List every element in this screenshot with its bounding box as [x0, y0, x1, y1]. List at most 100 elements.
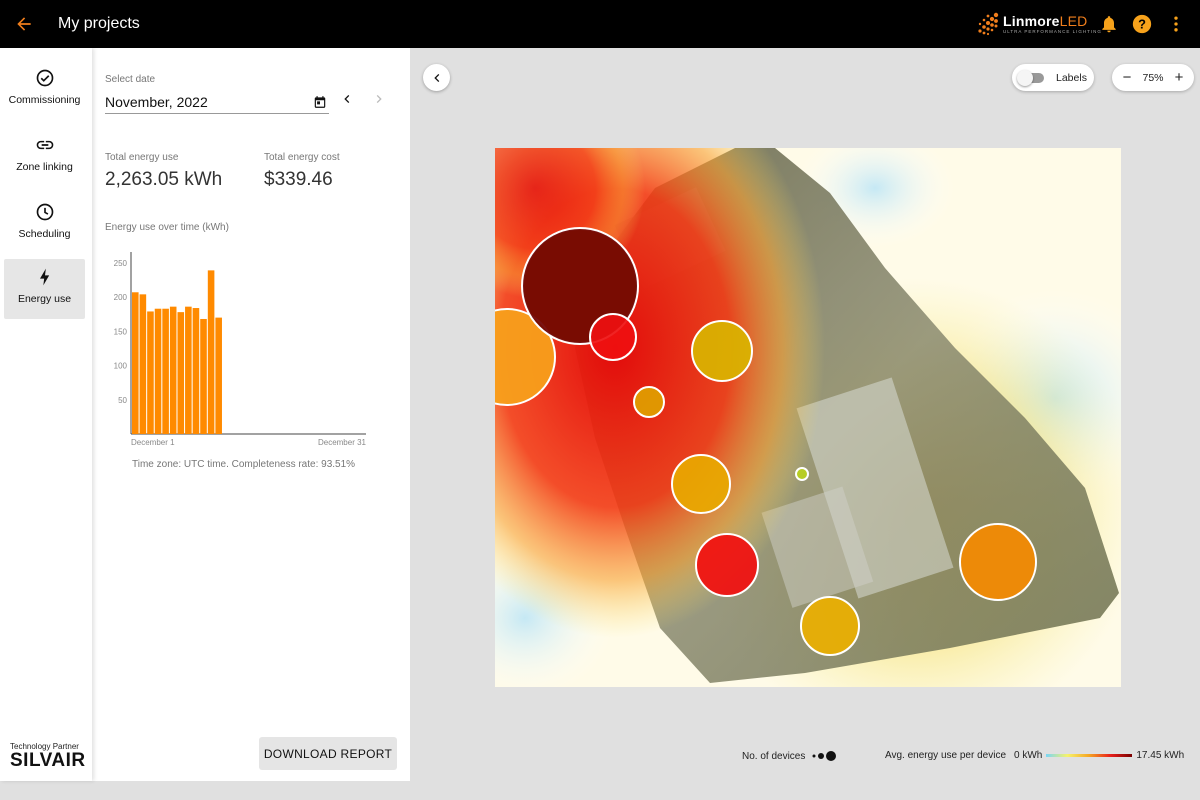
bar[interactable] [177, 312, 185, 434]
total-cost-label: Total energy cost [264, 152, 340, 163]
y-tick-label: 50 [118, 396, 127, 405]
energy-legend: Avg. energy use per device 0 kWh 17.45 k… [885, 750, 1184, 761]
bar[interactable] [154, 308, 162, 434]
chevron-left-icon [433, 73, 439, 82]
zoom-out-button[interactable]: − [1122, 69, 1132, 86]
date-value: November, 2022 [105, 93, 208, 110]
bar[interactable] [132, 292, 139, 434]
device-group-marker[interactable] [671, 454, 731, 514]
calendar-button[interactable] [311, 93, 329, 111]
nav-item-zone-linking[interactable]: Zone linking [4, 127, 85, 187]
nav-item-label: Scheduling [18, 228, 71, 240]
devices-legend: No. of devices [742, 750, 839, 762]
back-arrow-icon [17, 17, 31, 31]
total-energy-stat: Total energy use 2,263.05 kWh [105, 152, 222, 191]
total-energy-value: 2,263.05 kWh [105, 169, 223, 190]
chevron-left-icon [344, 95, 350, 103]
y-tick-label: 150 [114, 327, 128, 336]
energy-legend-min: 0 kWh [1014, 750, 1043, 761]
date-label: Select date [105, 74, 156, 85]
chevron-right-icon [376, 95, 382, 103]
device-group-marker[interactable] [800, 596, 860, 656]
bell-icon [1102, 16, 1116, 33]
y-tick-label: 250 [114, 259, 128, 268]
brand-name: Linmore [1003, 12, 1060, 29]
devices-legend-label: No. of devices [742, 750, 806, 762]
help-button[interactable]: ? [1130, 12, 1154, 36]
energy-heatmap[interactable] [495, 148, 1121, 687]
x-tick-label: December 31 [318, 438, 367, 447]
bar[interactable] [207, 270, 215, 434]
building-roof [761, 486, 874, 608]
nav-item-label: Commissioning [8, 94, 81, 106]
energy-legend-label: Avg. energy use per device [885, 750, 1007, 761]
date-field[interactable]: November, 2022 [105, 90, 329, 114]
zoom-level: 75% [1142, 71, 1164, 84]
total-energy-label: Total energy use [105, 152, 179, 163]
partner-logo: Technology Partner SILVAIR [10, 742, 86, 771]
bar[interactable] [147, 311, 154, 434]
more-menu-button[interactable] [1164, 12, 1188, 36]
device-group-marker[interactable] [959, 523, 1037, 601]
labels-text: Labels [1056, 71, 1087, 84]
device-group-marker[interactable] [633, 386, 665, 418]
device-group-marker[interactable] [691, 320, 753, 382]
energy-legend-max: 17.45 kWh [1136, 750, 1185, 761]
switch-knob [1017, 69, 1033, 86]
bolt-icon [39, 268, 49, 286]
partner-name: SILVAIR [10, 750, 86, 771]
notifications-button[interactable] [1097, 12, 1121, 36]
chart-title: Energy use over time (kWh) [105, 222, 229, 233]
labels-switch[interactable] [1017, 69, 1044, 86]
nav-item-commissioning[interactable]: Commissioning [4, 60, 85, 120]
device-group-marker[interactable] [695, 533, 759, 597]
devices-size-dots-icon [812, 751, 837, 761]
zoom-in-button[interactable]: + [1174, 69, 1184, 86]
clock-icon [36, 203, 53, 221]
brand-logo: LinmoreLED ULTRA PERFORMANCE LIGHTING [975, 10, 1102, 38]
bar[interactable] [139, 294, 147, 434]
total-cost-stat: Total energy cost $339.46 [264, 152, 340, 191]
partner-caption: Technology Partner [10, 742, 79, 751]
bar[interactable] [185, 306, 192, 434]
brand-name-accent: LED [1059, 12, 1088, 29]
device-group-marker[interactable] [495, 308, 556, 406]
energy-bar-chart: 250 200 150 100 50 December 1 December 31 [114, 252, 367, 447]
zoom-control: − 75% + [1112, 64, 1194, 91]
next-month-button[interactable] [368, 88, 390, 110]
device-group-marker[interactable] [795, 467, 809, 481]
left-nav: Commissioning Zone linking Scheduling En… [0, 48, 92, 781]
building-roof [796, 377, 954, 599]
nav-item-label: Zone linking [16, 161, 73, 173]
previous-month-button[interactable] [336, 88, 358, 110]
page-title: My projects [58, 15, 140, 32]
x-tick-label: December 1 [131, 438, 175, 447]
energy-color-scale [1046, 754, 1133, 757]
top-bar: My projects LinmoreLED ULTRA PERFORMANCE… [0, 0, 1200, 48]
svg-text:?: ? [1138, 17, 1146, 32]
help-icon: ? [1132, 14, 1152, 34]
brand-tagline: ULTRA PERFORMANCE LIGHTING [1003, 28, 1102, 34]
total-cost-value: $339.46 [264, 169, 333, 190]
nav-item-label: Energy use [17, 293, 72, 305]
more-vert-icon [1174, 16, 1178, 32]
timezone-footnote: Time zone: UTC time. Completeness rate: … [132, 459, 356, 470]
collapse-panel-button[interactable] [423, 64, 450, 91]
nav-item-energy-use[interactable]: Energy use [4, 259, 85, 319]
nav-item-scheduling[interactable]: Scheduling [4, 194, 85, 254]
y-tick-label: 100 [114, 362, 128, 371]
brand-mark-icon [978, 12, 999, 36]
bar[interactable] [215, 317, 222, 434]
download-report-button[interactable]: DOWNLOAD REPORT [259, 737, 397, 770]
bar[interactable] [192, 308, 200, 434]
link-icon [36, 140, 53, 150]
back-button[interactable] [0, 0, 48, 48]
bar[interactable] [200, 318, 207, 434]
bar[interactable] [169, 306, 177, 434]
check-circle-icon [36, 69, 53, 87]
energy-panel: Select date November, 2022 Total energy … [92, 48, 410, 781]
bar[interactable] [162, 308, 169, 434]
labels-toggle[interactable]: Labels [1012, 64, 1094, 91]
device-group-marker[interactable] [589, 313, 637, 361]
y-tick-label: 200 [114, 293, 128, 302]
